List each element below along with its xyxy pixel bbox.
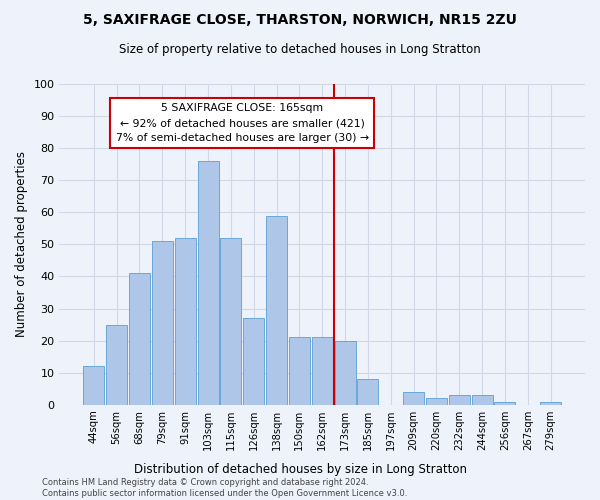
Bar	[106, 324, 127, 405]
Text: Distribution of detached houses by size in Long Stratton: Distribution of detached houses by size …	[133, 462, 467, 475]
Bar	[129, 274, 150, 405]
Bar	[175, 238, 196, 405]
Bar	[312, 338, 333, 405]
Bar	[494, 402, 515, 405]
Bar	[335, 340, 356, 405]
Bar	[243, 318, 264, 405]
Bar	[266, 216, 287, 405]
Bar	[289, 338, 310, 405]
Y-axis label: Number of detached properties: Number of detached properties	[15, 152, 28, 338]
Bar	[426, 398, 447, 405]
Bar	[220, 238, 241, 405]
Bar	[472, 395, 493, 405]
Bar	[83, 366, 104, 405]
Text: Size of property relative to detached houses in Long Stratton: Size of property relative to detached ho…	[119, 42, 481, 56]
Text: Contains HM Land Registry data © Crown copyright and database right 2024.
Contai: Contains HM Land Registry data © Crown c…	[42, 478, 407, 498]
Bar	[540, 402, 561, 405]
Text: 5, SAXIFRAGE CLOSE, THARSTON, NORWICH, NR15 2ZU: 5, SAXIFRAGE CLOSE, THARSTON, NORWICH, N…	[83, 12, 517, 26]
Bar	[358, 379, 379, 405]
Bar	[403, 392, 424, 405]
Bar	[197, 161, 218, 405]
Bar	[449, 395, 470, 405]
Text: 5 SAXIFRAGE CLOSE: 165sqm
← 92% of detached houses are smaller (421)
7% of semi-: 5 SAXIFRAGE CLOSE: 165sqm ← 92% of detac…	[116, 103, 369, 143]
Bar	[152, 241, 173, 405]
